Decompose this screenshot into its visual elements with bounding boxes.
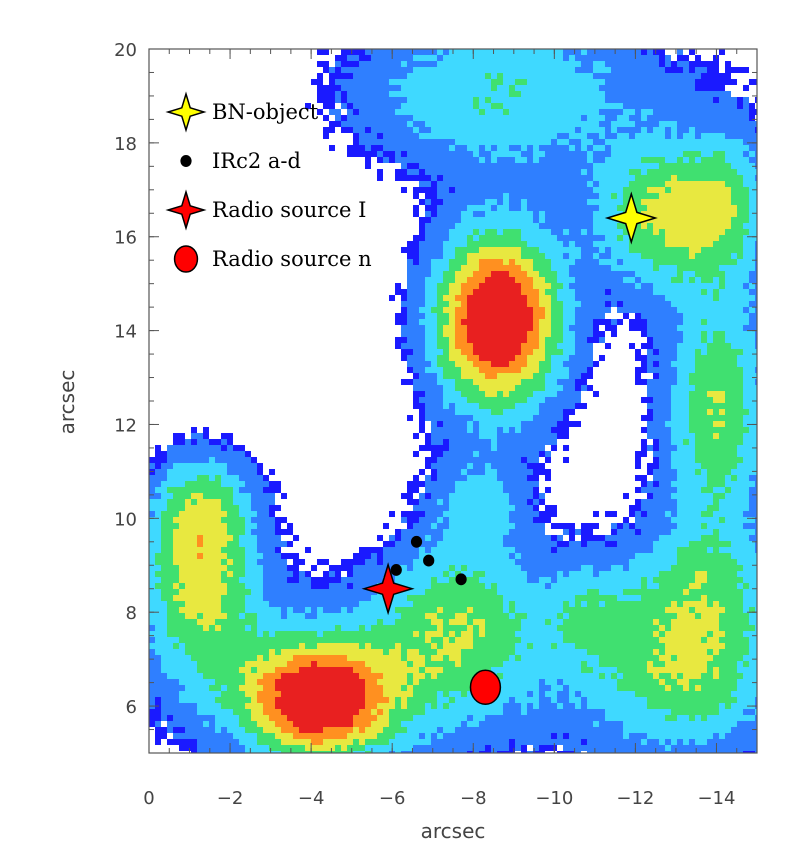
y-tick-label: 12	[114, 415, 137, 436]
x-tick-label: −12	[616, 788, 654, 809]
legend-marker	[180, 155, 192, 167]
x-tick-label: −10	[535, 788, 573, 809]
y-tick-label: 20	[114, 40, 137, 61]
y-tick-label: 18	[114, 134, 137, 155]
y-tick-label: 16	[114, 228, 137, 249]
x-tick-label: −6	[379, 788, 406, 809]
x-tick-label: −4	[298, 788, 325, 809]
legend-marker	[173, 245, 199, 273]
legend-label: BN-object	[212, 100, 319, 124]
x-axis-title: arcsec	[421, 819, 486, 843]
bn-object-marker	[604, 191, 658, 245]
x-tick-label: −2	[217, 788, 244, 809]
legend-marker	[165, 91, 207, 133]
legend-marker	[165, 189, 207, 231]
legend-label: Radio source n	[212, 247, 372, 271]
y-axis-title: arcsec	[55, 370, 79, 435]
y-tick-label: 6	[126, 697, 137, 718]
axis-ticks	[148, 48, 758, 754]
legend-label: IRc2 a-d	[212, 149, 301, 173]
y-tick-label: 10	[114, 509, 137, 530]
radio-source-i-marker	[361, 562, 415, 616]
y-tick-labels: 6 8 10 12 14 16 18 20	[114, 40, 137, 718]
legend-label: Radio source I	[212, 198, 366, 222]
y-tick-label: 14	[114, 322, 137, 343]
irc2-c-marker	[423, 554, 435, 567]
x-tick-label: 0	[143, 788, 154, 809]
emission-heatmap	[149, 49, 757, 753]
radio-source-n-marker	[469, 669, 502, 706]
irc2-d-marker	[455, 573, 467, 586]
irc2-a-marker	[390, 564, 402, 576]
legend: BN-object IRc2 a-d Radio source I Radio sou…	[165, 91, 372, 273]
irc2-b-marker	[410, 535, 423, 548]
x-tick-labels: 0 −2 −4 −6 −8 −10 −12 −14	[143, 788, 735, 809]
source-markers	[361, 191, 658, 706]
x-tick-label: −8	[460, 788, 487, 809]
x-tick-label: −14	[697, 788, 735, 809]
y-tick-label: 8	[126, 603, 137, 624]
